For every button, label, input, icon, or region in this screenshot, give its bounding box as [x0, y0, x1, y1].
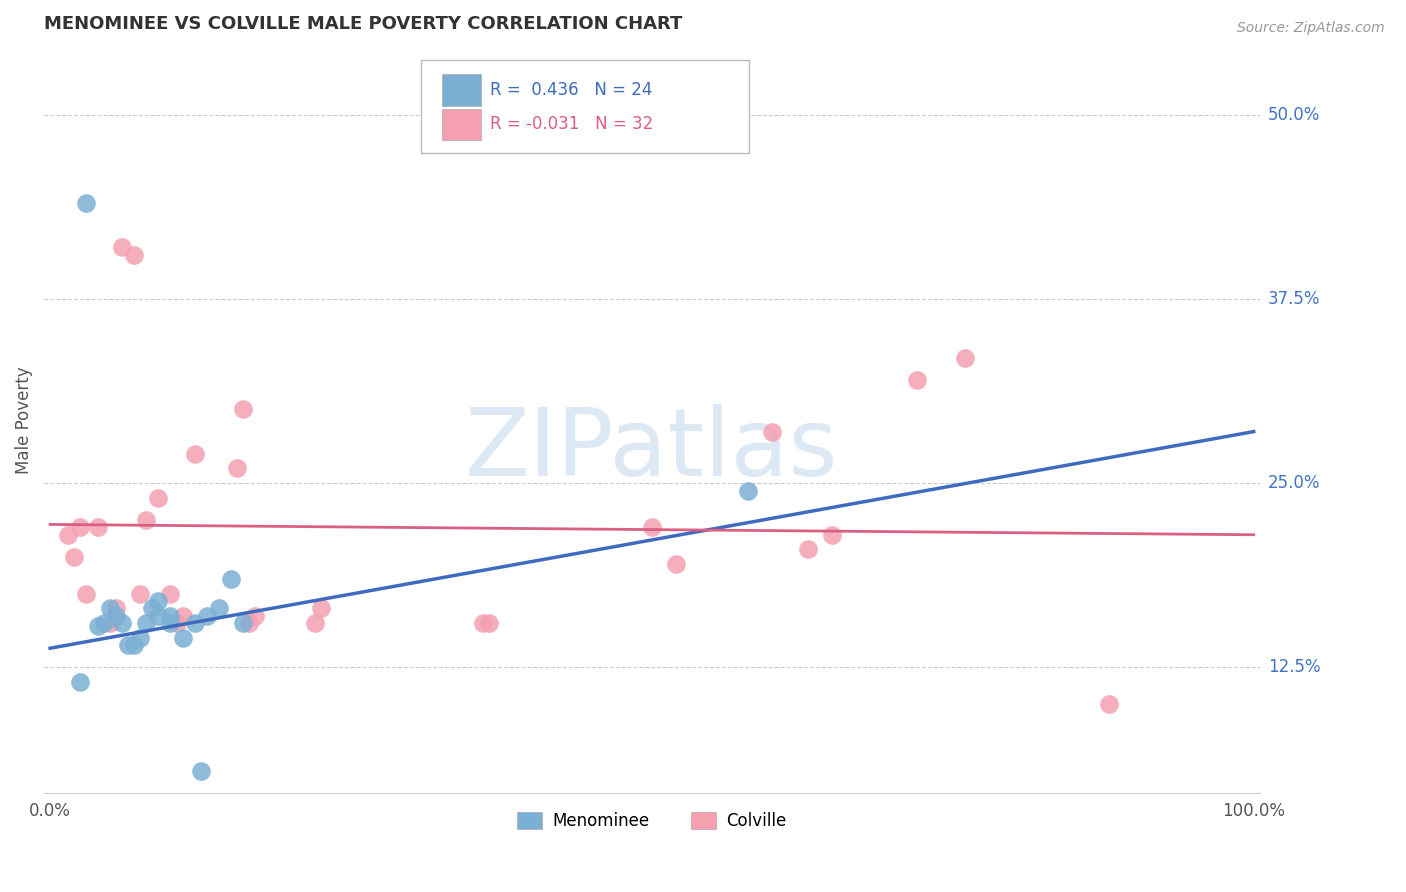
- Point: [148, 491, 170, 505]
- Point: [105, 601, 128, 615]
- Point: [129, 587, 152, 601]
- Point: [117, 638, 139, 652]
- Point: [135, 616, 157, 631]
- Point: [93, 616, 115, 631]
- Point: [478, 616, 501, 631]
- Text: 37.5%: 37.5%: [1268, 290, 1320, 308]
- Point: [232, 616, 254, 631]
- Point: [63, 549, 86, 564]
- Point: [172, 631, 194, 645]
- Point: [641, 520, 664, 534]
- Point: [159, 616, 181, 631]
- FancyBboxPatch shape: [420, 60, 749, 153]
- Text: MENOMINEE VS COLVILLE MALE POVERTY CORRELATION CHART: MENOMINEE VS COLVILLE MALE POVERTY CORRE…: [44, 15, 682, 33]
- Point: [75, 196, 97, 211]
- Point: [953, 351, 976, 365]
- Point: [141, 601, 163, 615]
- Point: [159, 587, 181, 601]
- Point: [111, 240, 134, 254]
- Point: [111, 616, 134, 631]
- Bar: [441, 109, 481, 140]
- Point: [472, 616, 495, 631]
- Text: ZIPatlas: ZIPatlas: [465, 404, 839, 496]
- Bar: [441, 75, 481, 106]
- Text: R = -0.031   N = 32: R = -0.031 N = 32: [491, 115, 654, 133]
- Point: [797, 542, 820, 557]
- Point: [219, 572, 242, 586]
- Point: [225, 461, 247, 475]
- Point: [124, 248, 146, 262]
- Point: [98, 601, 121, 615]
- Legend: Menominee, Colville: Menominee, Colville: [510, 805, 793, 837]
- Point: [243, 608, 266, 623]
- Text: 25.0%: 25.0%: [1268, 475, 1320, 492]
- Point: [1098, 697, 1121, 711]
- Point: [148, 608, 170, 623]
- Point: [309, 601, 332, 615]
- Point: [87, 619, 110, 633]
- Point: [761, 425, 783, 439]
- Point: [232, 402, 254, 417]
- Point: [821, 528, 844, 542]
- Point: [98, 616, 121, 631]
- Point: [166, 616, 188, 631]
- Text: 50.0%: 50.0%: [1268, 106, 1320, 124]
- Point: [183, 447, 205, 461]
- Point: [148, 594, 170, 608]
- Point: [737, 483, 759, 498]
- Point: [105, 608, 128, 623]
- Point: [195, 608, 218, 623]
- Point: [905, 373, 928, 387]
- Point: [124, 638, 146, 652]
- Point: [129, 631, 152, 645]
- Point: [75, 587, 97, 601]
- Point: [190, 764, 212, 778]
- Point: [238, 616, 260, 631]
- Point: [135, 513, 157, 527]
- Y-axis label: Male Poverty: Male Poverty: [15, 367, 32, 475]
- Point: [172, 608, 194, 623]
- Point: [56, 528, 79, 542]
- Point: [183, 616, 205, 631]
- Point: [69, 520, 91, 534]
- Text: 12.5%: 12.5%: [1268, 658, 1320, 676]
- Point: [69, 675, 91, 690]
- Point: [304, 616, 326, 631]
- Point: [159, 608, 181, 623]
- Point: [207, 601, 229, 615]
- Text: Source: ZipAtlas.com: Source: ZipAtlas.com: [1237, 21, 1385, 35]
- Text: R =  0.436   N = 24: R = 0.436 N = 24: [491, 81, 652, 99]
- Point: [87, 520, 110, 534]
- Point: [665, 558, 688, 572]
